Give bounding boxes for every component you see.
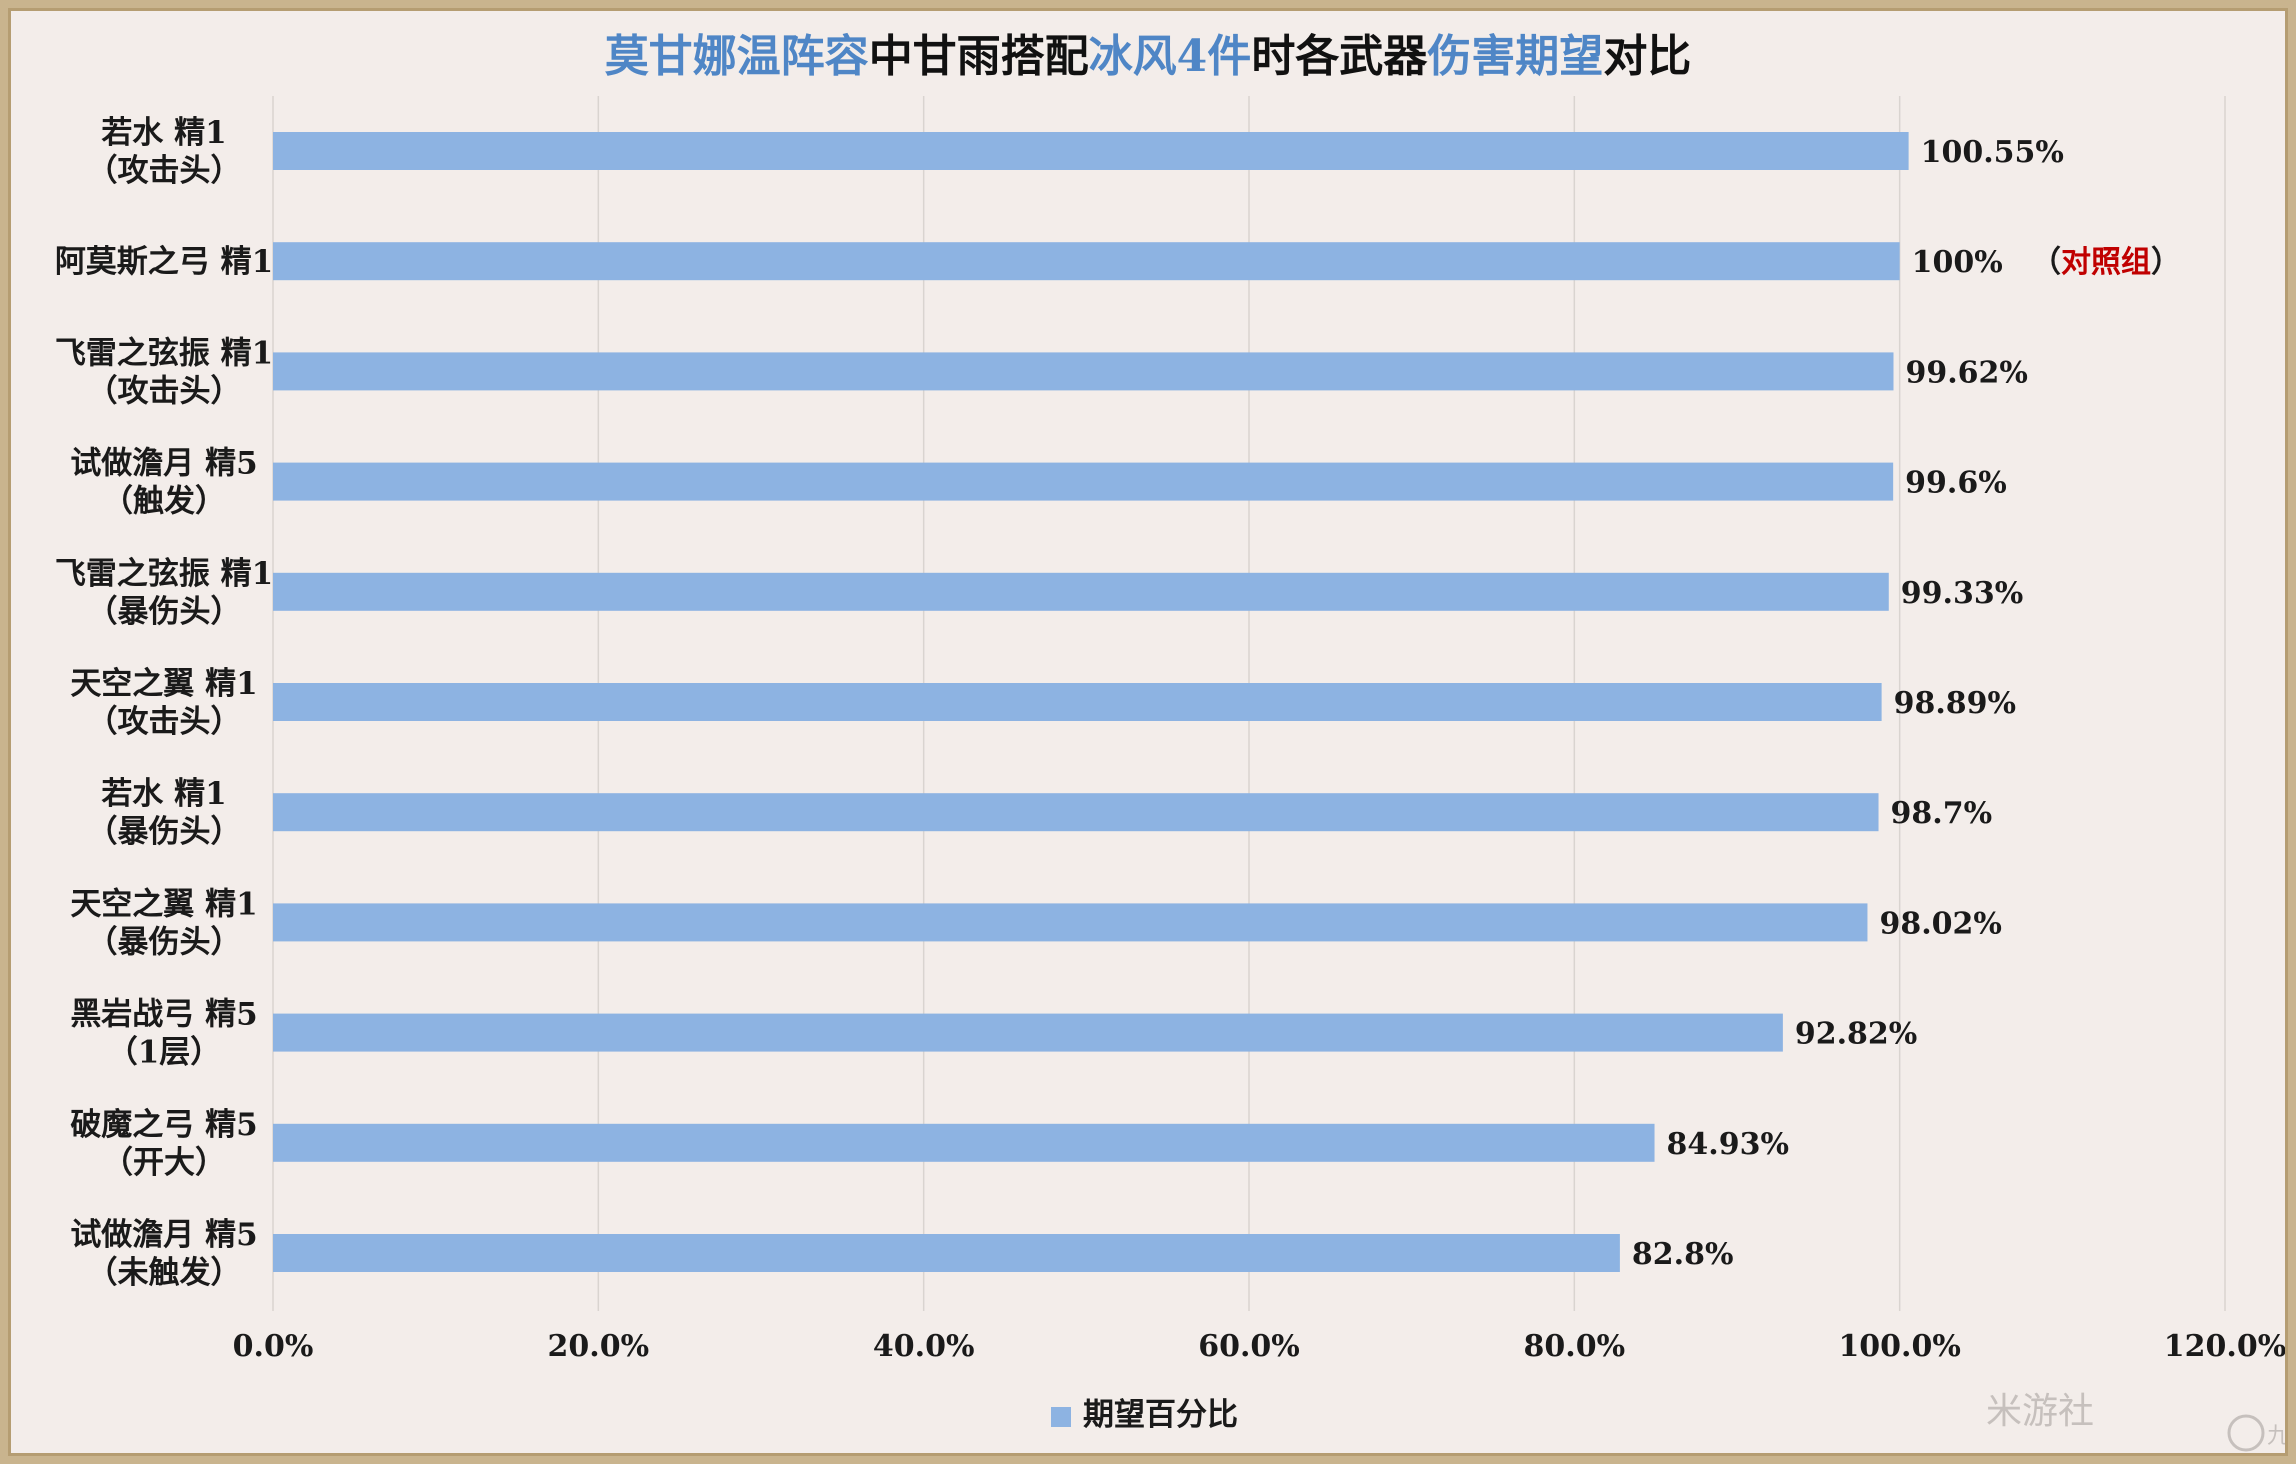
category-label-line: （攻击头） <box>87 373 242 409</box>
title-segment: 莫甘娜温阵容 <box>605 31 869 82</box>
bar <box>273 242 1900 281</box>
category-label-line: 天空之翼 精1 <box>70 886 257 922</box>
category-label-line: 飞雷之弦振 精1 <box>55 556 273 592</box>
category-label-line: （攻击头） <box>87 153 242 189</box>
category-label: 阿莫斯之弓 精1 <box>55 244 273 280</box>
category-label-line: 破魔之弓 精5 <box>70 1107 257 1143</box>
x-tick-label: 80.0% <box>1524 1329 1626 1364</box>
title-segment: 伤害期望 <box>1426 31 1603 82</box>
category-label-line: 试做澹月 精5 <box>70 1217 257 1253</box>
bar <box>273 903 1868 942</box>
category-label-line: 天空之翼 精1 <box>70 666 257 702</box>
bar <box>273 462 1894 501</box>
title-segment: 对比 <box>1603 31 1691 82</box>
annotation-text: 对照组 <box>2061 245 2151 280</box>
category-label-line: 若水 精1 <box>101 115 226 151</box>
annotation-bracket: （ <box>2031 245 2061 280</box>
x-tick-label: 0.0% <box>233 1329 314 1364</box>
legend-swatch <box>1051 1407 1071 1427</box>
category-label: 试做澹月 精5 （触发） <box>70 446 257 520</box>
watermark-logo-icon <box>2227 1414 2265 1452</box>
category-label: 天空之翼 精1 （暴伤头） <box>70 886 257 960</box>
x-axis-ticks: 0.0% 20.0% 40.0% 60.0% 80.0% 100.0% 120.0% <box>233 1329 2285 1364</box>
category-label: 若水 精1 （攻击头） <box>87 115 242 189</box>
category-label: 若水 精1 （暴伤头） <box>87 776 242 850</box>
value-label: 100% <box>1912 245 2003 280</box>
bar <box>273 352 1894 391</box>
bar-chart: 莫甘娜温阵容中甘雨搭配冰风4件时各武器伤害期望对比 若水 精1 （攻击头）阿莫斯之… <box>55 31 2285 1452</box>
bar <box>273 1013 1783 1052</box>
value-label: 98.02% <box>1879 906 2001 941</box>
value-label: 98.89% <box>1894 686 2016 721</box>
category-label-line: （1层） <box>107 1035 222 1071</box>
watermark-logo-text: 九游 <box>2267 1424 2285 1449</box>
control-group-annotation: （对照组） <box>2031 245 2181 280</box>
value-label: 82.8% <box>1632 1237 1734 1272</box>
x-tick-label: 100.0% <box>1838 1329 1960 1364</box>
category-label: 天空之翼 精1 （攻击头） <box>70 666 257 740</box>
x-tick-label: 40.0% <box>873 1329 975 1364</box>
chart-title: 莫甘娜温阵容中甘雨搭配冰风4件时各武器伤害期望对比 <box>605 31 1692 82</box>
category-label-line: 黑岩战弓 精5 <box>70 997 257 1033</box>
category-label: 试做澹月 精5 （未触发） <box>70 1217 257 1291</box>
value-label: 99.6% <box>1905 466 2007 501</box>
value-label: 98.7% <box>1891 796 1993 831</box>
bar <box>273 132 1909 170</box>
category-label-line: （触发） <box>102 484 226 520</box>
category-label-line: （暴伤头） <box>87 814 242 850</box>
value-label: 84.93% <box>1667 1127 1789 1162</box>
category-label-line: 阿莫斯之弓 精1 <box>55 244 273 280</box>
value-labels: 100.55% 100% 99.62% 99.6% 99.33% 98.89% 98.7% 9… <box>1632 135 2181 1272</box>
category-label-line: 飞雷之弦振 精1 <box>55 335 273 371</box>
category-label-line: （攻击头） <box>87 704 242 740</box>
category-label: 飞雷之弦振 精1 （暴伤头） <box>55 556 273 630</box>
category-label-line: 若水 精1 <box>101 776 226 812</box>
chart-frame: 莫甘娜温阵容中甘雨搭配冰风4件时各武器伤害期望对比 若水 精1 （攻击头） 阿莫斯之… <box>8 8 2288 1456</box>
title-segment: 时各武器 <box>1251 31 1428 82</box>
value-label: 92.82% <box>1795 1017 1917 1052</box>
value-label: 99.33% <box>1901 576 2023 611</box>
x-tick-label: 20.0% <box>548 1329 650 1364</box>
category-label: 飞雷之弦振 精1 （攻击头） <box>55 335 273 409</box>
category-label: 破魔之弓 精5 （开大） <box>70 1107 257 1181</box>
legend-label: 期望百分比 <box>1083 1397 1238 1433</box>
value-label: 100.55% <box>1921 135 2064 170</box>
title-segment: 中甘雨搭配 <box>869 31 1089 82</box>
category-label-line: （暴伤头） <box>87 924 242 960</box>
x-tick-label: 60.0% <box>1198 1329 1300 1364</box>
bar <box>273 683 1882 721</box>
bar <box>273 793 1879 832</box>
bar <box>273 1123 1655 1162</box>
category-label-line: 试做澹月 精5 <box>70 446 257 482</box>
category-label-line: （开大） <box>102 1145 226 1181</box>
category-label-line: （未触发） <box>87 1255 242 1291</box>
bar <box>273 572 1889 611</box>
value-label: 99.62% <box>1905 355 2027 390</box>
annotation-bracket: ） <box>2151 245 2181 280</box>
category-label-line: （暴伤头） <box>87 594 242 630</box>
category-label: 黑岩战弓 精5 （1层） <box>70 997 257 1071</box>
bar <box>273 1234 1620 1272</box>
watermark: 米游社 九游 <box>1986 1391 2285 1452</box>
legend: 期望百分比 <box>1051 1397 1238 1433</box>
bars <box>273 132 1909 1272</box>
watermark-text: 米游社 <box>1986 1391 2094 1432</box>
title-segment: 冰风4件 <box>1089 31 1252 82</box>
x-tick-label: 120.0% <box>2164 1329 2285 1364</box>
